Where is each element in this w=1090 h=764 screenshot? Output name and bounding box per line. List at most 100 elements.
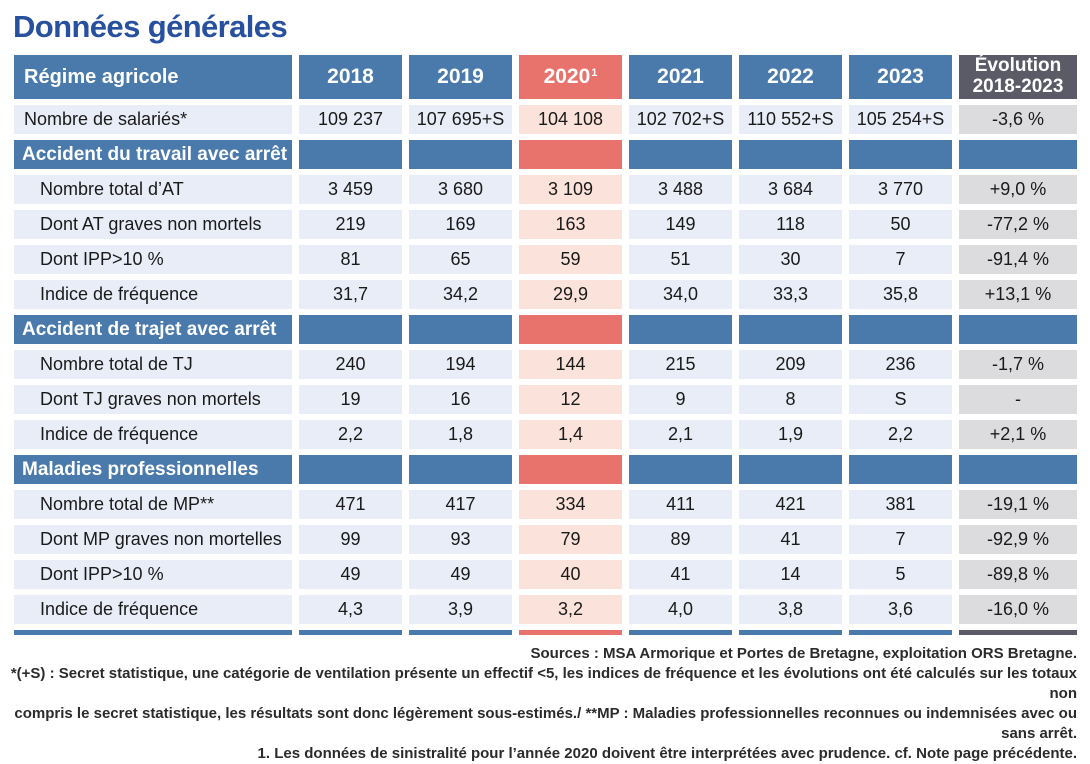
value-cell: 236 xyxy=(849,350,952,379)
value-cell: 417 xyxy=(409,490,512,519)
column-header-evolution: Évolution 2018-2023 xyxy=(959,55,1077,99)
year-2020-text: 2020 xyxy=(543,65,591,88)
value-cell: 240 xyxy=(299,350,402,379)
section-filler-cell xyxy=(409,140,512,169)
value-cell: 421 xyxy=(739,490,842,519)
row-label: Dont IPP>10 % xyxy=(14,560,292,589)
row-label: Nombre total de MP** xyxy=(14,490,292,519)
value-cell: 33,3 xyxy=(739,280,842,309)
section-filler-cell xyxy=(519,140,622,169)
section-filler-cell xyxy=(409,315,512,344)
value-cell: 219 xyxy=(299,210,402,239)
row-label: Dont IPP>10 % xyxy=(14,245,292,274)
table-bottom-bar xyxy=(14,630,292,635)
value-cell: 7 xyxy=(849,245,952,274)
value-cell: 29,9 xyxy=(519,280,622,309)
section-filler-cell xyxy=(299,315,402,344)
section-filler-cell xyxy=(409,455,512,484)
footnote-secret-statistique-line1: *(+S) : Secret statistique, une catégori… xyxy=(10,665,1077,702)
table-bottom-bar xyxy=(519,630,622,635)
evolution-value-cell: -16,0 % xyxy=(959,595,1077,624)
value-cell: 149 xyxy=(629,210,732,239)
value-cell: 51 xyxy=(629,245,732,274)
evolution-label-line1: Évolution xyxy=(974,55,1062,77)
column-header-2019: 2019 xyxy=(409,55,512,99)
value-cell: 41 xyxy=(629,560,732,589)
value-cell: 19 xyxy=(299,385,402,414)
value-cell: 110 552+S xyxy=(739,105,842,134)
value-cell: 3,8 xyxy=(739,595,842,624)
value-cell: 40 xyxy=(519,560,622,589)
table-bottom-bar xyxy=(409,630,512,635)
value-cell: 194 xyxy=(409,350,512,379)
value-cell: 9 xyxy=(629,385,732,414)
section-filler-cell xyxy=(629,315,732,344)
section-filler-cell xyxy=(959,315,1077,344)
footnote-2020-caution: 1. Les données de sinistralité pour l’an… xyxy=(257,745,1077,762)
value-cell: 2,2 xyxy=(849,420,952,449)
evolution-value-cell: -1,7 % xyxy=(959,350,1077,379)
value-cell: 89 xyxy=(629,525,732,554)
value-cell: 3,2 xyxy=(519,595,622,624)
value-cell: 334 xyxy=(519,490,622,519)
value-cell: 16 xyxy=(409,385,512,414)
table-bottom-bar xyxy=(959,630,1077,635)
section-filler-cell xyxy=(519,315,622,344)
section-filler-cell xyxy=(849,140,952,169)
section-filler-cell xyxy=(739,315,842,344)
value-cell: 49 xyxy=(299,560,402,589)
value-cell: 41 xyxy=(739,525,842,554)
value-cell: 65 xyxy=(409,245,512,274)
value-cell: 169 xyxy=(409,210,512,239)
row-label: Indice de fréquence xyxy=(14,280,292,309)
value-cell: 14 xyxy=(739,560,842,589)
row-label: Indice de fréquence xyxy=(14,420,292,449)
value-cell: 118 xyxy=(739,210,842,239)
value-cell: 381 xyxy=(849,490,952,519)
value-cell: 5 xyxy=(849,560,952,589)
column-header-2022: 2022 xyxy=(739,55,842,99)
table-bottom-bar xyxy=(299,630,402,635)
row-label: Nombre total d’AT xyxy=(14,175,292,204)
footnote-source: Sources : MSA Armorique et Portes de Bre… xyxy=(530,645,1078,662)
value-cell: 102 702+S xyxy=(629,105,732,134)
value-cell: 1,8 xyxy=(409,420,512,449)
value-cell: 35,8 xyxy=(849,280,952,309)
value-cell: 1,4 xyxy=(519,420,622,449)
value-cell: 30 xyxy=(739,245,842,274)
table-bottom-bar xyxy=(629,630,732,635)
section-filler-cell xyxy=(739,455,842,484)
value-cell: 1,9 xyxy=(739,420,842,449)
value-cell: 3 488 xyxy=(629,175,732,204)
value-cell: 2,1 xyxy=(629,420,732,449)
section-filler-cell xyxy=(849,455,952,484)
evolution-value-cell: +9,0 % xyxy=(959,175,1077,204)
row-label: Nombre total de TJ xyxy=(14,350,292,379)
value-cell: S xyxy=(849,385,952,414)
value-cell: 4,0 xyxy=(629,595,732,624)
section-filler-cell xyxy=(959,455,1077,484)
section-filler-cell xyxy=(959,140,1077,169)
value-cell: 3,9 xyxy=(409,595,512,624)
section-filler-cell xyxy=(299,140,402,169)
row-label: Dont MP graves non mortelles xyxy=(14,525,292,554)
evolution-value-cell: +13,1 % xyxy=(959,280,1077,309)
value-cell: 7 xyxy=(849,525,952,554)
value-cell: 3 684 xyxy=(739,175,842,204)
evolution-value-cell: -77,2 % xyxy=(959,210,1077,239)
table-bottom-bar xyxy=(739,630,842,635)
value-cell: 34,0 xyxy=(629,280,732,309)
row-label: Dont TJ graves non mortels xyxy=(14,385,292,414)
value-cell: 31,7 xyxy=(299,280,402,309)
column-header-2020: 2020 1 xyxy=(519,55,622,99)
value-cell: 8 xyxy=(739,385,842,414)
evolution-value-cell: -3,6 % xyxy=(959,105,1077,134)
value-cell: 144 xyxy=(519,350,622,379)
value-cell: 81 xyxy=(299,245,402,274)
value-cell: 34,2 xyxy=(409,280,512,309)
evolution-value-cell: +2,1 % xyxy=(959,420,1077,449)
value-cell: 79 xyxy=(519,525,622,554)
value-cell: 471 xyxy=(299,490,402,519)
column-header-regime-agricole: Régime agricole xyxy=(14,55,292,99)
row-label: Nombre de salariés* xyxy=(14,105,292,134)
